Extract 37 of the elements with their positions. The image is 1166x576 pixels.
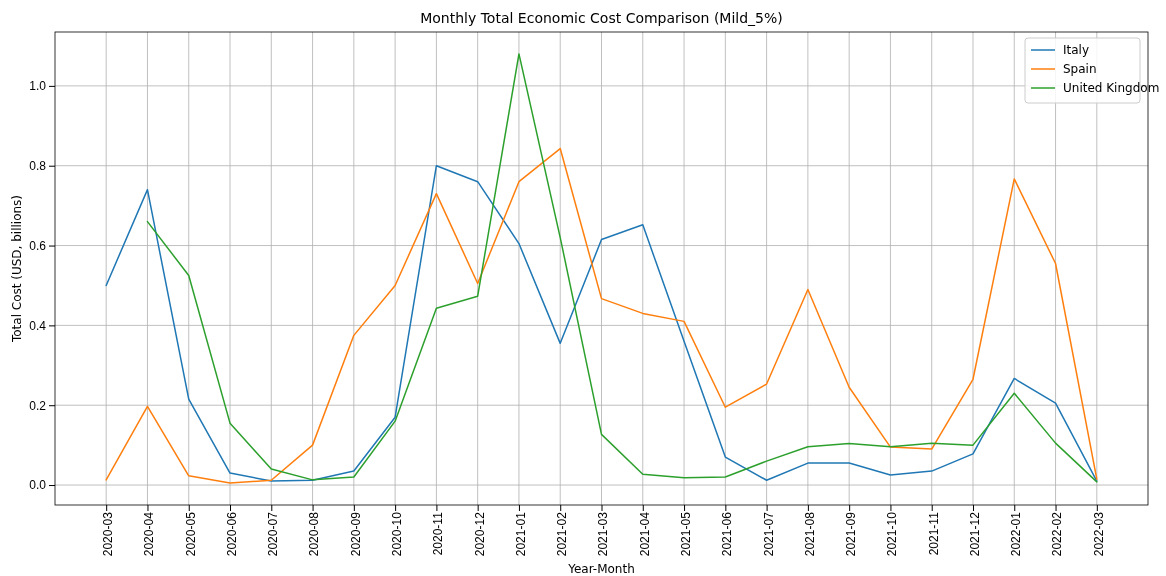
x-tick-label: 2022-03: [1091, 511, 1106, 557]
y-tick-label: 0.8: [29, 159, 47, 174]
x-tick-label: 2021-05: [678, 511, 693, 557]
x-tick-label: 2021-04: [637, 511, 652, 557]
legend-label: Spain: [1063, 62, 1097, 76]
y-tick-label: 0.4: [29, 318, 47, 333]
x-tick-label: 2021-02: [555, 511, 570, 557]
x-tick-label: 2020-03: [101, 511, 116, 557]
x-tick-label: 2021-10: [885, 511, 900, 557]
x-tick-label: 2020-09: [348, 511, 363, 557]
y-tick-label: 0.6: [29, 238, 47, 253]
x-tick-label: 2020-10: [390, 511, 405, 557]
x-tick-label: 2021-11: [926, 511, 941, 556]
x-tick-label: 2021-12: [967, 511, 982, 557]
x-tick-label: 2020-12: [472, 511, 487, 557]
x-tick-label: 2021-03: [596, 511, 611, 557]
x-tick-label: 2022-01: [1009, 511, 1024, 557]
x-tick-label: 2021-01: [513, 511, 528, 557]
x-tick-label: 2020-06: [224, 511, 239, 557]
x-tick-label: 2021-08: [802, 511, 817, 557]
x-tick-label: 2021-07: [761, 511, 776, 557]
y-tick-label: 0.2: [29, 398, 47, 413]
x-tick-label: 2020-05: [183, 511, 198, 557]
chart-title: Monthly Total Economic Cost Comparison (Mild_5%): [420, 10, 783, 26]
x-tick-label: 2021-06: [720, 511, 735, 557]
x-tick-label: 2022-02: [1050, 511, 1065, 557]
legend-label: United Kingdom: [1063, 81, 1160, 95]
legend-label: Italy: [1063, 43, 1090, 57]
x-tick-label: 2020-11: [431, 511, 446, 556]
x-tick-label: 2020-07: [266, 511, 281, 557]
x-tick-label: 2021-09: [844, 511, 859, 557]
x-axis-title: Year-Month: [567, 562, 635, 576]
y-tick-label: 1.0: [29, 79, 47, 94]
y-axis-title: Total Cost (USD, billions): [10, 194, 24, 344]
x-tick-label: 2020-08: [307, 511, 322, 557]
y-tick-label: 0.0: [29, 478, 47, 493]
x-tick-label: 2020-04: [142, 511, 157, 557]
